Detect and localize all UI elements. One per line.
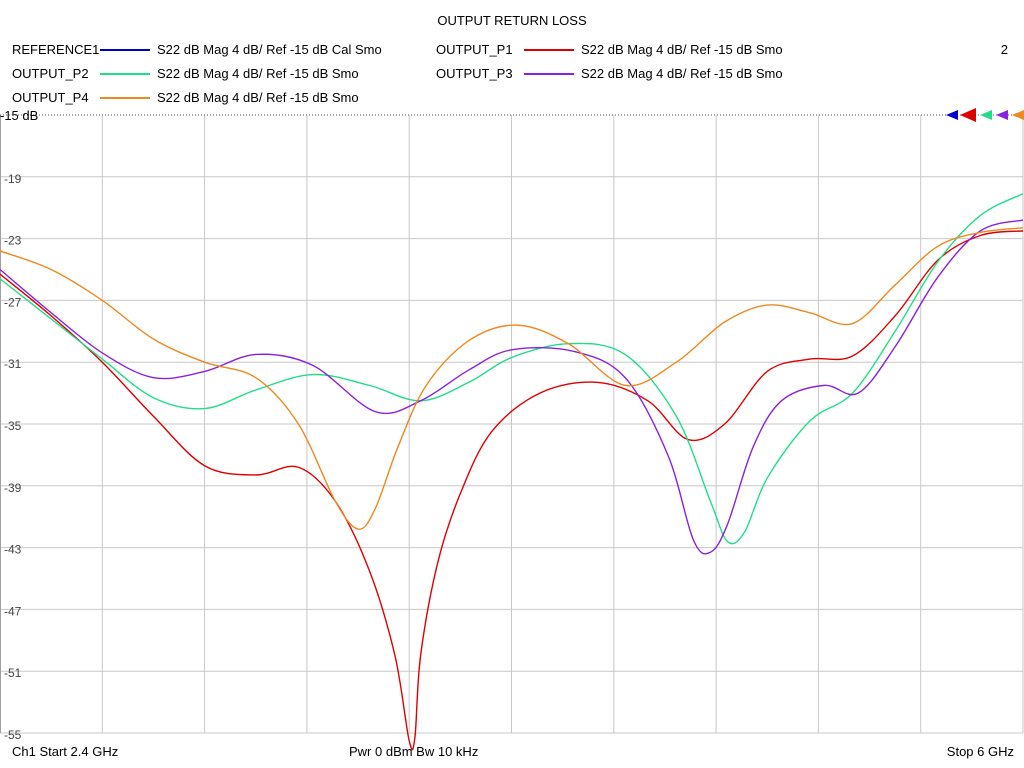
y-tick-label: -55 bbox=[4, 728, 22, 742]
y-tick-label: -47 bbox=[4, 604, 22, 618]
legend-swatch bbox=[100, 97, 150, 99]
reference-marker-output-p1 bbox=[960, 108, 976, 122]
trace-output-p2 bbox=[0, 193, 1024, 545]
reference-level-label: -15 dB bbox=[0, 108, 38, 123]
legend-desc: S22 dB Mag 4 dB/ Ref -15 dB Cal Smo bbox=[157, 42, 382, 57]
reference-marker-output-p2 bbox=[980, 110, 992, 120]
legend-swatch bbox=[524, 49, 574, 51]
trace-output-p1 bbox=[0, 230, 1024, 751]
legend-desc: S22 dB Mag 4 dB/ Ref -15 dB Smo bbox=[581, 42, 783, 57]
y-tick-label: -43 bbox=[4, 543, 22, 557]
active-trace-number: 2 bbox=[1000, 42, 1008, 57]
start-frequency-label: Ch1 Start 2.4 GHz bbox=[12, 744, 119, 759]
legend-desc: S22 dB Mag 4 dB/ Ref -15 dB Smo bbox=[157, 66, 359, 81]
chart-title: OUTPUT RETURN LOSS bbox=[437, 13, 587, 28]
trace-output-p4 bbox=[0, 227, 1024, 530]
y-tick-label: -31 bbox=[4, 357, 22, 371]
legend-desc: S22 dB Mag 4 dB/ Ref -15 dB Smo bbox=[581, 66, 783, 81]
legend-name: OUTPUT_P3 bbox=[436, 66, 513, 81]
y-tick-label: -51 bbox=[4, 666, 22, 680]
power-bandwidth-label: Pwr 0 dBm Bw 10 kHz bbox=[349, 744, 479, 759]
y-tick-label: -19 bbox=[4, 172, 22, 186]
reference-marker-output-p3 bbox=[996, 110, 1008, 120]
legend-name: OUTPUT_P4 bbox=[12, 90, 89, 105]
legend-name: REFERENCE1 bbox=[12, 42, 100, 57]
y-tick-label: -39 bbox=[4, 481, 22, 495]
y-tick-label: -23 bbox=[4, 234, 22, 248]
legend-swatch bbox=[524, 73, 574, 75]
y-tick-label: -27 bbox=[4, 295, 22, 309]
trace-output-p3 bbox=[0, 219, 1024, 555]
stop-frequency-label: Stop 6 GHz bbox=[946, 744, 1014, 759]
legend-swatch bbox=[100, 49, 150, 51]
legend-swatch bbox=[100, 73, 150, 75]
reference-marker-output-p4 bbox=[1012, 110, 1024, 120]
reference-marker-reference1 bbox=[946, 110, 958, 120]
legend-name: OUTPUT_P2 bbox=[12, 66, 89, 81]
y-tick-label: -35 bbox=[4, 419, 22, 433]
legend-desc: S22 dB Mag 4 dB/ Ref -15 dB Smo bbox=[157, 90, 359, 105]
legend-name: OUTPUT_P1 bbox=[436, 42, 513, 57]
